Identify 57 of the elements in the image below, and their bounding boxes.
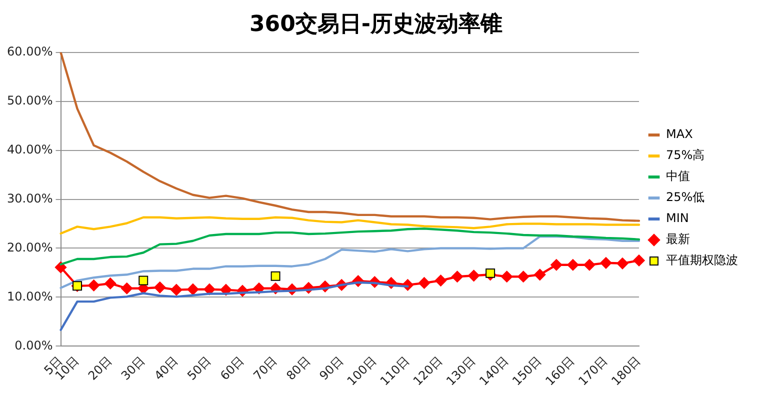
y-tick-label: 10.00% bbox=[6, 289, 53, 304]
point bbox=[88, 280, 100, 292]
x-tick-label: 140日 bbox=[476, 354, 512, 388]
y-tick-label: 40.00% bbox=[6, 142, 53, 156]
point bbox=[104, 278, 116, 290]
point bbox=[567, 259, 579, 270]
y-tick-label: 20.00% bbox=[6, 240, 53, 254]
chart-title: 360交易日-历史波动率锥 bbox=[249, 10, 503, 37]
x-tick-label: 30日 bbox=[118, 354, 148, 383]
x-tick-label: 180日 bbox=[608, 354, 644, 388]
point bbox=[253, 282, 265, 294]
y-tick-label: 30.00% bbox=[6, 191, 53, 206]
x-tick-label: 170日 bbox=[576, 354, 610, 388]
x-tick-label: 50日 bbox=[184, 354, 214, 383]
point bbox=[501, 271, 512, 282]
x-tick-label: 60日 bbox=[218, 354, 247, 383]
point bbox=[633, 254, 645, 266]
x-tick-label: 120日 bbox=[410, 354, 446, 388]
point bbox=[486, 268, 496, 278]
x-tick-label: 160日 bbox=[542, 354, 578, 388]
point bbox=[550, 259, 562, 270]
point bbox=[154, 282, 166, 293]
x-tick-label: 100日 bbox=[344, 354, 379, 388]
point bbox=[468, 270, 480, 282]
point bbox=[435, 274, 446, 286]
point bbox=[600, 257, 612, 269]
legend-label: 中值 bbox=[666, 169, 690, 184]
point bbox=[170, 284, 182, 296]
x-tick-label: 20日 bbox=[85, 354, 115, 383]
point bbox=[121, 282, 132, 294]
y-tick-label: 0.00% bbox=[14, 338, 53, 352]
x-tick-label: 150日 bbox=[510, 354, 544, 388]
legend-label: 75%高 bbox=[666, 148, 705, 162]
point bbox=[138, 276, 148, 286]
point bbox=[584, 259, 596, 270]
x-tick-label: 130日 bbox=[444, 354, 478, 388]
x-tick-label: 70日 bbox=[250, 354, 280, 383]
point bbox=[187, 284, 199, 295]
x-tick-label: 110日 bbox=[377, 354, 412, 388]
point bbox=[220, 284, 232, 296]
point bbox=[204, 284, 216, 295]
legend-label: 平值期权隐波 bbox=[666, 253, 738, 268]
point bbox=[534, 269, 546, 280]
legend-label: 最新 bbox=[666, 232, 690, 246]
legend-label: MIN bbox=[666, 211, 689, 226]
x-tick-label: 90日 bbox=[316, 354, 346, 383]
x-tick-label: 80日 bbox=[284, 354, 313, 383]
point bbox=[452, 271, 463, 282]
legend-label: 25%低 bbox=[666, 190, 705, 204]
x-tick-label: 40日 bbox=[152, 354, 181, 383]
y-tick-label: 50.00% bbox=[6, 93, 53, 108]
point bbox=[270, 271, 280, 281]
point bbox=[418, 277, 430, 289]
point bbox=[616, 258, 628, 269]
point bbox=[518, 271, 529, 282]
legend-label: MAX bbox=[666, 127, 693, 142]
y-tick-label: 60.00% bbox=[6, 44, 53, 59]
